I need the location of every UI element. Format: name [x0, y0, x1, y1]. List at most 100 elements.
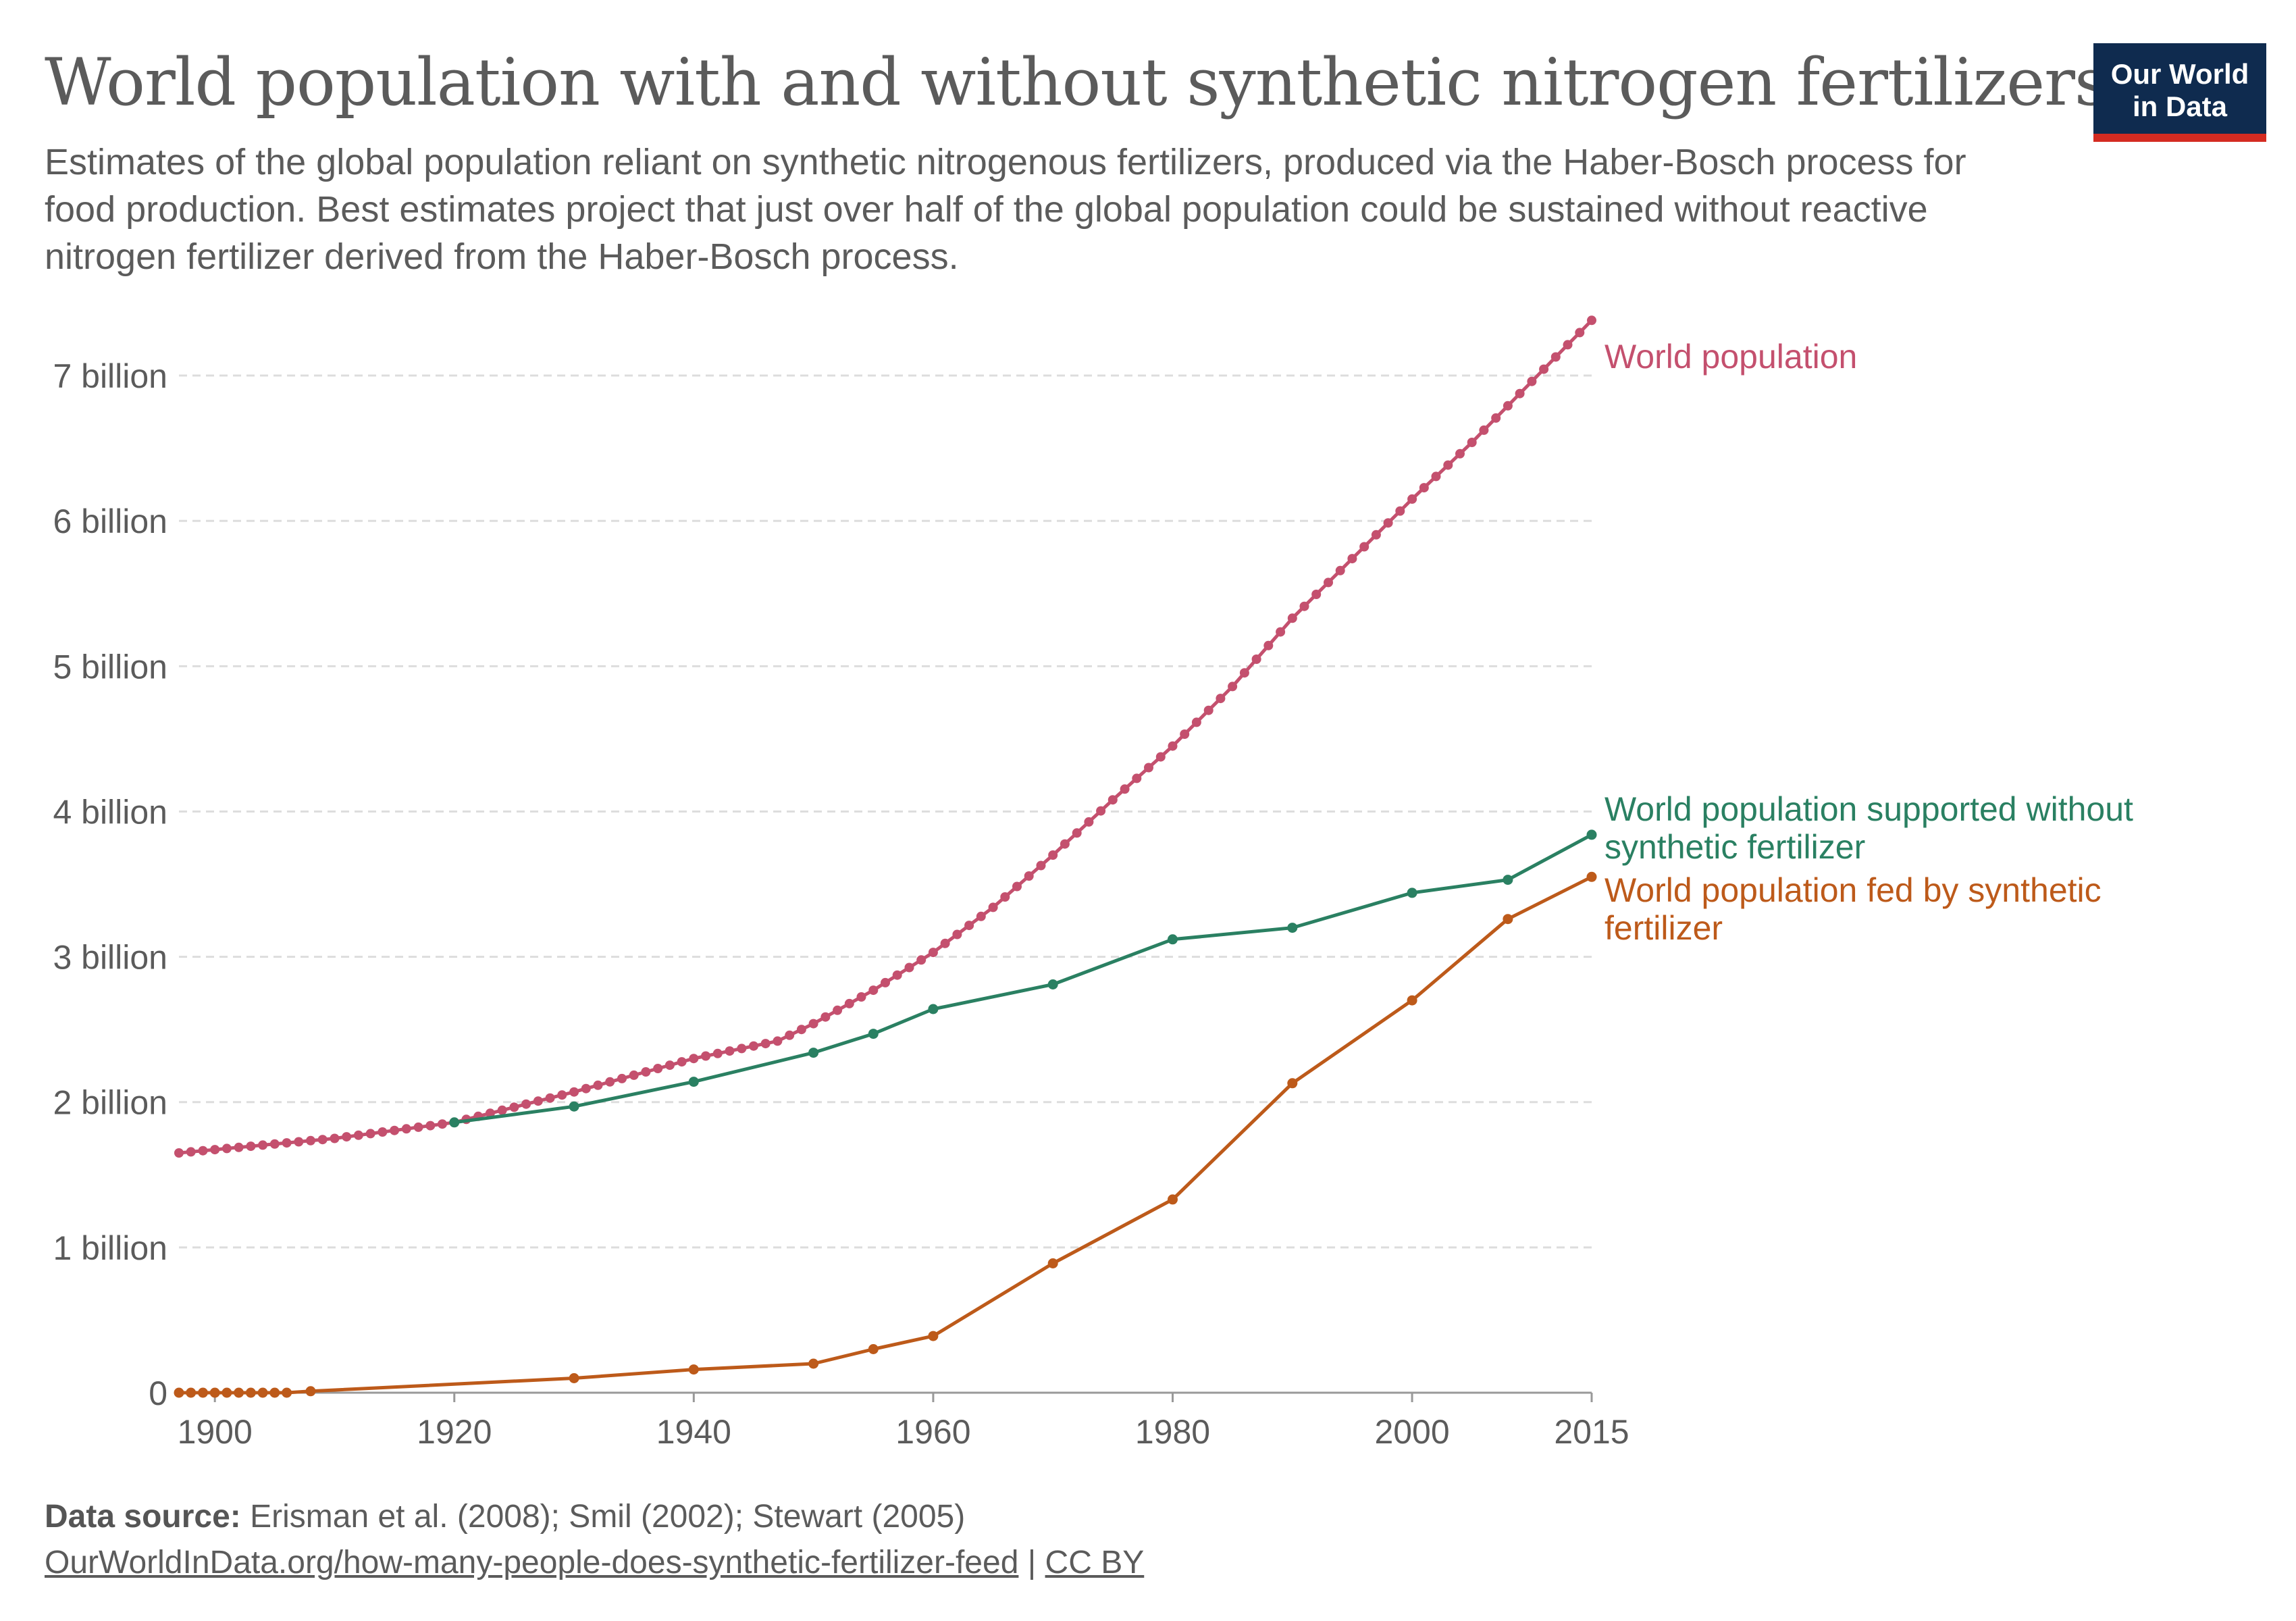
series-label-world_population: World population	[1604, 338, 1857, 376]
data-point-without_fertilizer	[808, 1048, 819, 1058]
data-point-world_population	[1036, 860, 1046, 871]
data-point-world_population	[1419, 483, 1429, 493]
data-point-fed_by_fertilizer	[174, 1387, 184, 1398]
data-point-fed_by_fertilizer	[305, 1386, 316, 1397]
y-tick-label: 0	[149, 1374, 167, 1412]
data-point-world_population	[904, 962, 914, 973]
data-point-without_fertilizer	[1287, 923, 1298, 933]
data-point-fed_by_fertilizer	[1287, 1078, 1298, 1089]
data-point-world_population	[796, 1025, 806, 1035]
owid-logo[interactable]: Our World in Data	[2093, 43, 2266, 142]
series-labels: World population World population support…	[1604, 338, 2133, 947]
data-point-fed_by_fertilizer	[928, 1331, 939, 1341]
data-point-world_population	[210, 1145, 220, 1155]
data-point-world_population	[677, 1057, 687, 1067]
data-point-world_population	[916, 955, 927, 965]
data-point-world_population	[712, 1048, 723, 1058]
data-point-world_population	[844, 998, 854, 1008]
x-tick-label: 2015	[1554, 1413, 1629, 1451]
data-point-world_population	[282, 1138, 292, 1148]
data-point-world_population	[664, 1060, 675, 1071]
series-label-fed_by_fertilizer: World population fed by synthetic fertili…	[1604, 871, 2102, 947]
data-point-world_population	[425, 1121, 436, 1131]
data-point-world_population	[1395, 506, 1405, 516]
data-source-label: Data source:	[45, 1499, 241, 1535]
data-point-world_population	[653, 1064, 663, 1073]
data-point-world_population	[1120, 784, 1130, 794]
y-tick-label: 4 billion	[53, 793, 167, 831]
data-point-without_fertilizer	[1047, 979, 1058, 989]
data-point-world_population	[892, 970, 902, 980]
data-point-world_population	[1324, 577, 1333, 588]
data-point-world_population	[569, 1087, 579, 1097]
data-point-world_population	[952, 929, 962, 940]
y-axis: 0 1 billion 2 billion 3 billion 4 billion 5 b…	[53, 357, 167, 1412]
license-link[interactable]: CC BY	[1045, 1545, 1145, 1580]
data-point-world_population	[294, 1137, 304, 1147]
data-point-fed_by_fertilizer	[868, 1344, 879, 1354]
data-point-fed_by_fertilizer	[234, 1387, 244, 1398]
data-point-world_population	[413, 1122, 423, 1132]
data-point-fed_by_fertilizer	[282, 1387, 292, 1398]
data-point-without_fertilizer	[688, 1077, 699, 1087]
data-point-world_population	[820, 1012, 831, 1022]
data-point-world_population	[1527, 376, 1537, 386]
data-point-world_population	[1107, 795, 1118, 805]
data-point-world_population	[377, 1127, 388, 1137]
data-point-world_population	[1096, 806, 1106, 816]
x-tick-label: 1920	[417, 1413, 492, 1451]
data-point-world_population	[306, 1135, 315, 1146]
data-point-world_population	[1287, 613, 1297, 623]
data-point-world_population	[533, 1096, 543, 1106]
data-point-world_population	[1467, 438, 1477, 447]
data-point-world_population	[785, 1030, 795, 1040]
data-point-fed_by_fertilizer	[688, 1364, 699, 1375]
chart-subtitle: Estimates of the global population relia…	[45, 142, 1966, 277]
data-point-world_population	[258, 1140, 268, 1150]
data-point-without_fertilizer	[1168, 934, 1178, 945]
data-point-world_population	[1180, 729, 1190, 739]
data-point-world_population	[928, 948, 938, 958]
data-point-world_population	[1311, 590, 1322, 599]
data-point-world_population	[988, 902, 998, 912]
data-point-world_population	[1587, 315, 1596, 326]
data-point-world_population	[1431, 471, 1441, 482]
data-point-world_population	[390, 1125, 400, 1135]
y-tick-label: 5 billion	[53, 648, 167, 686]
data-point-world_population	[701, 1051, 711, 1061]
data-point-world_population	[221, 1143, 232, 1154]
data-point-world_population	[617, 1073, 627, 1083]
data-point-world_population	[689, 1054, 699, 1064]
data-point-world_population	[365, 1129, 375, 1139]
data-point-fed_by_fertilizer	[1047, 1258, 1058, 1268]
data-point-world_population	[749, 1041, 758, 1051]
data-point-world_population	[725, 1046, 735, 1056]
data-point-without_fertilizer	[1503, 875, 1513, 885]
data-point-world_population	[1407, 494, 1417, 504]
data-point-world_population	[1371, 530, 1381, 540]
data-point-fed_by_fertilizer	[221, 1387, 232, 1398]
data-point-world_population	[1239, 668, 1249, 678]
data-source-text: Erisman et al. (2008); Smil (2002); Stew…	[250, 1499, 966, 1535]
data-point-world_population	[342, 1132, 352, 1142]
data-point-fed_by_fertilizer	[1168, 1194, 1178, 1205]
chart-url-link[interactable]: OurWorldInData.org/how-many-people-does-…	[45, 1545, 1019, 1580]
data-point-world_population	[330, 1133, 340, 1143]
data-point-world_population	[593, 1080, 603, 1090]
data-point-world_population	[198, 1146, 208, 1156]
x-tick-label: 1980	[1135, 1413, 1210, 1451]
data-point-fed_by_fertilizer	[198, 1387, 208, 1398]
data-point-world_population	[1443, 460, 1453, 470]
series-label-without_fertilizer: World population supported without synthe…	[1604, 790, 2133, 866]
x-axis: 1900 1920 1940 1960 1980 2000 2015	[178, 1391, 1629, 1451]
data-point-world_population	[1383, 518, 1393, 528]
data-point-world_population	[773, 1036, 783, 1046]
data-point-world_population	[1144, 763, 1153, 773]
x-tick-label: 1960	[895, 1413, 970, 1451]
data-point-world_population	[760, 1039, 771, 1049]
data-point-fed_by_fertilizer	[209, 1387, 220, 1398]
data-point-world_population	[1216, 694, 1226, 704]
data-point-world_population	[1060, 839, 1070, 849]
data-point-fed_by_fertilizer	[569, 1373, 579, 1383]
